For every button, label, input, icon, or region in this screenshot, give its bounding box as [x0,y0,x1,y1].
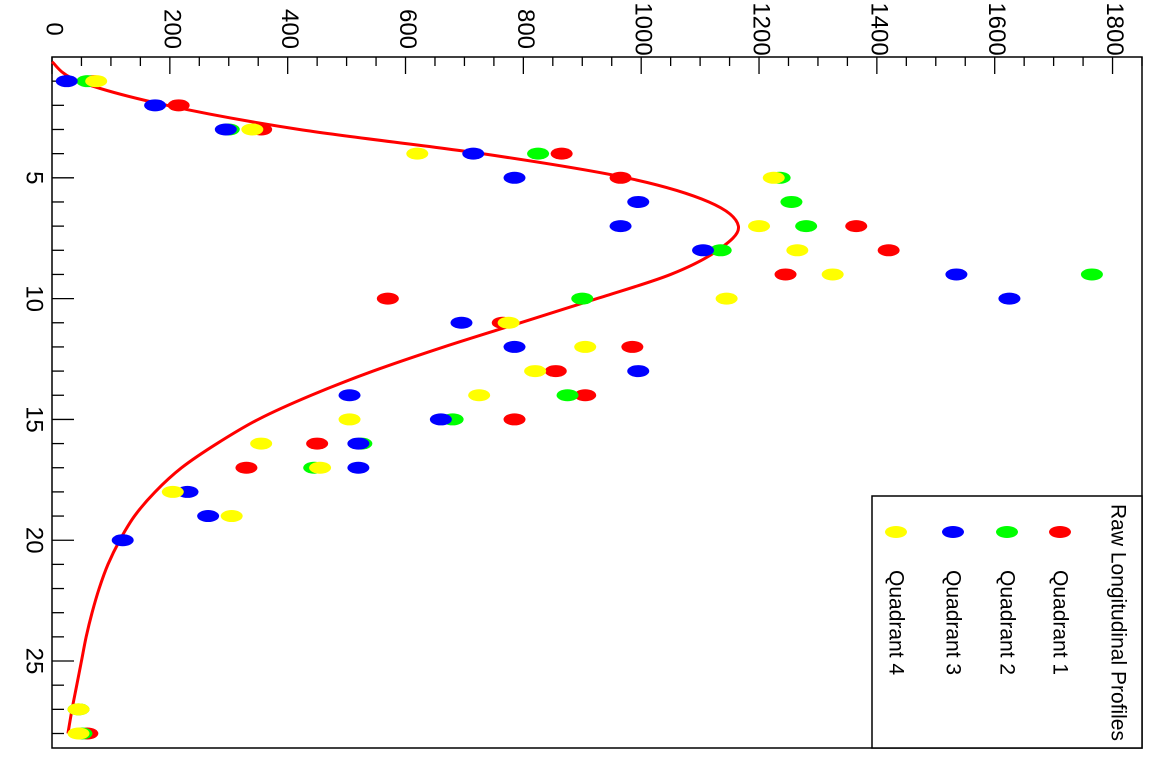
legend-marker-q2 [996,526,1018,538]
y-tick-label: 1000 [630,2,657,55]
legend-label-q1: Quadrant 1 [1049,570,1072,675]
legend-marker-q1 [1049,526,1071,538]
data-point-q4 [821,268,844,281]
data-point-q4 [67,703,90,716]
y-tick-label: 800 [512,9,539,49]
data-point-q2 [795,220,818,233]
data-point-q1 [845,220,868,233]
y-tick-label: 400 [276,9,303,49]
y-tick-label: 0 [41,22,68,35]
data-point-q1 [503,413,526,426]
y-tick-label: 600 [394,9,421,49]
legend-marker-q3 [942,526,964,538]
data-point-q4 [85,75,108,88]
data-point-q3 [111,534,134,547]
curve-layer [51,60,740,734]
data-point-q4 [468,389,491,402]
data-point-q1 [167,99,190,112]
data-point-q2 [527,147,550,160]
data-point-q1 [609,171,632,184]
data-point-q4 [786,244,809,257]
data-point-q1 [621,340,644,353]
plot-frame [51,56,1143,749]
data-point-q4 [250,437,273,450]
data-point-q4 [161,485,184,498]
data-point-q3 [627,195,650,208]
data-point-q3 [55,75,78,88]
data-point-q4 [241,123,264,136]
data-point-q1 [574,389,597,402]
y-tick-label: 200 [158,9,185,49]
series-quadrant-1 [76,75,900,740]
data-point-q4 [67,727,90,740]
data-point-q3 [347,461,370,474]
points-layer [55,75,1103,740]
data-point-q4 [762,171,785,184]
y-tick-label: 1200 [748,2,775,55]
data-point-q3 [462,147,485,160]
data-point-q3 [998,292,1021,305]
fit-curve [51,60,740,734]
data-point-q1 [306,437,329,450]
legend-label-q2: Quadrant 2 [996,570,1019,675]
data-point-q2 [1080,268,1103,281]
data-point-q3 [692,244,715,257]
data-point-q4 [524,365,547,378]
data-point-q3 [197,510,220,523]
data-point-q4 [748,220,771,233]
data-point-q2 [709,244,732,257]
data-point-q4 [338,413,361,426]
legend-title: Raw Longitudinal Profiles [1107,504,1130,741]
data-point-q1 [877,244,900,257]
data-point-q1 [544,365,567,378]
data-point-q4 [715,292,738,305]
data-point-q4 [406,147,429,160]
x-tick-label: 5 [21,171,48,184]
data-point-q4 [220,510,243,523]
data-point-q4 [497,316,520,329]
y-tick-label: 1600 [983,2,1010,55]
series-quadrant-4 [67,75,844,740]
data-point-q3 [945,268,968,281]
data-point-q3 [627,365,650,378]
data-point-q3 [609,220,632,233]
data-point-q3 [503,171,526,184]
x-tick-label: 10 [21,285,48,312]
y-tick-label: 1400 [865,2,892,55]
y-tick-label: 1800 [1101,2,1128,55]
x-tick-label: 25 [21,648,48,675]
legend-label-q4: Quadrant 4 [885,570,908,675]
data-point-q2 [780,195,803,208]
data-point-q2 [571,292,594,305]
data-point-q3 [347,437,370,450]
legend-label-q3: Quadrant 3 [942,570,965,675]
x-tick-label: 15 [21,406,48,433]
data-point-q2 [556,389,579,402]
legend-marker-q4 [885,526,907,538]
data-point-q1 [376,292,399,305]
data-point-q3 [338,389,361,402]
data-point-q3 [214,123,237,136]
data-point-q4 [574,340,597,353]
data-point-q3 [144,99,167,112]
data-point-q1 [235,461,258,474]
data-point-q3 [429,413,452,426]
data-point-q3 [450,316,473,329]
data-point-q3 [503,340,526,353]
axes-layer: 0 200 400 600 800 1000 1200 1400 1600 1800 5 10 15 20… [21,2,1143,749]
data-point-q1 [550,147,573,160]
legend: Raw Longitudinal Profiles Quadrant 1 Quadr… [871,495,1143,749]
x-tick-label: 20 [21,527,48,554]
data-point-q4 [309,461,332,474]
series-quadrant-3 [55,75,1021,547]
data-point-q1 [774,268,797,281]
